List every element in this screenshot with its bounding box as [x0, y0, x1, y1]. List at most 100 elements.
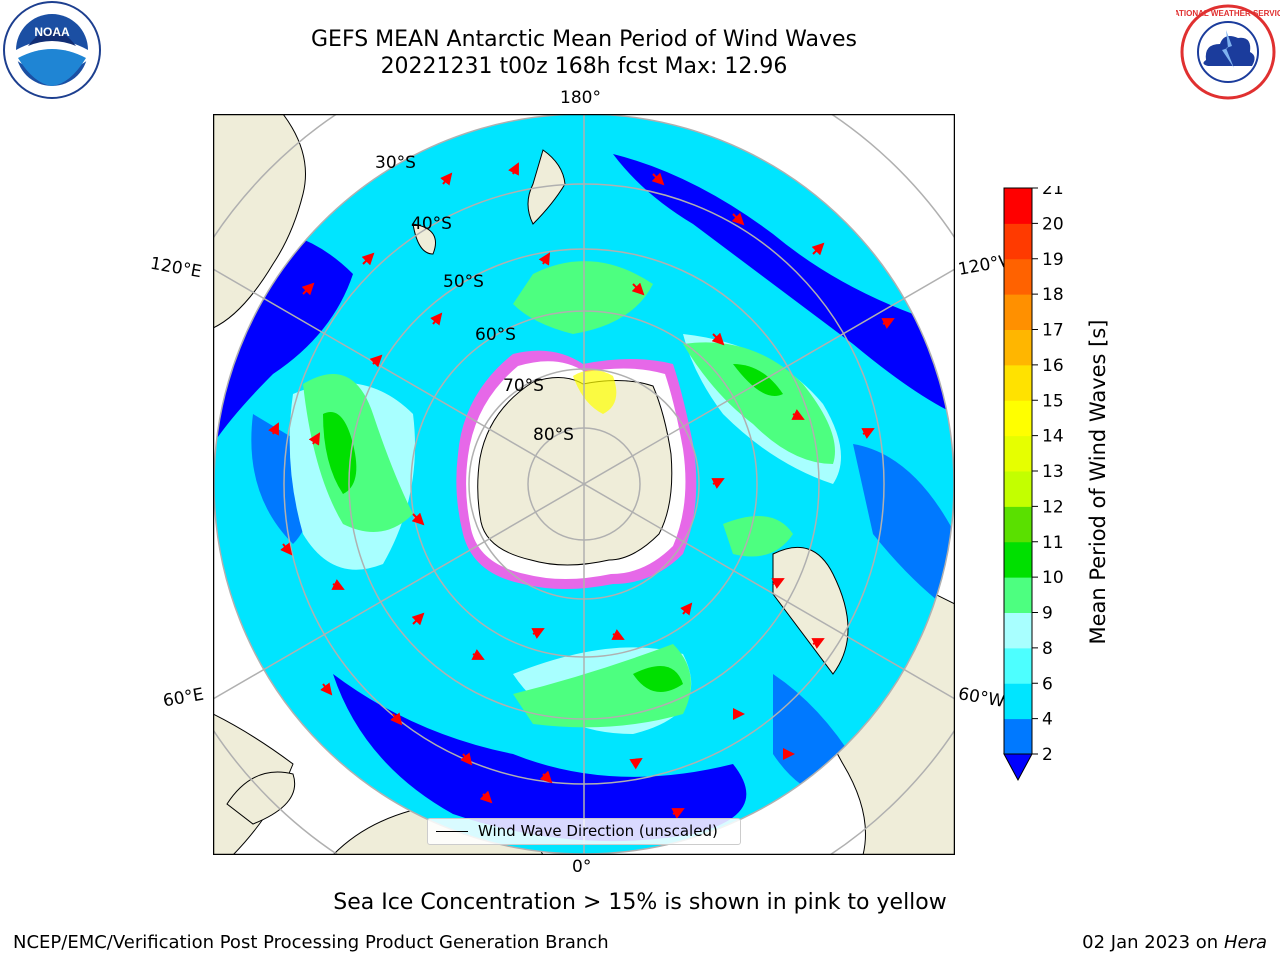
lat-label-60s: 60°S — [475, 325, 516, 345]
noaa-logo-icon: NOAA — [3, 1, 101, 99]
arrow — [811, 638, 825, 649]
arrow — [430, 312, 443, 326]
noaa-logo-text: NOAA — [34, 25, 70, 39]
arrow — [651, 172, 665, 186]
colorbar-swatch — [1004, 647, 1032, 684]
colorbar-swatch — [1004, 471, 1032, 507]
arrow — [771, 578, 785, 589]
colorbar-tick-label: 19 — [1042, 250, 1064, 270]
lat-label-40s: 40°S — [411, 214, 452, 234]
arrow — [538, 252, 551, 266]
colorbar-swatch — [1004, 577, 1032, 613]
colorbar-swatch — [1004, 683, 1032, 720]
chart-title: GEFS MEAN Antarctic Mean Period of Wind … — [311, 27, 857, 52]
nws-logo-icon: NATIONAL WEATHER SERVICE — [1176, 4, 1280, 100]
nws-logo-text: NATIONAL WEATHER SERVICE — [1176, 9, 1280, 18]
colorbar-tick-label: 21 — [1042, 186, 1064, 199]
colorbar-tick-label: 20 — [1042, 214, 1064, 234]
colorbar-swatch — [1004, 541, 1032, 578]
arrow — [308, 432, 321, 446]
arrow — [631, 282, 645, 296]
footer-date: 02 Jan 2023 on Hera — [1082, 932, 1267, 953]
colorbar-swatch — [1004, 364, 1032, 401]
colorbar-swatch — [1004, 258, 1032, 295]
lon-label-120e: 120°E — [148, 253, 204, 283]
colorbar-swatches — [1004, 188, 1032, 755]
arrow — [411, 612, 425, 626]
colorbar-tick-label: 16 — [1042, 356, 1064, 376]
colorbar-tick-label: 17 — [1042, 321, 1064, 341]
lon-label-60e: 60°E — [161, 684, 206, 712]
colorbar-ticks: 2 4 6 8 9 10 11 12 13 14 15 16 17 18 19 20 21 — [1032, 186, 1064, 765]
arrow — [390, 712, 403, 726]
arrow — [471, 649, 485, 660]
arrow — [881, 318, 895, 329]
wind-wave-arrows — [268, 162, 895, 819]
chart-subtitle: 20221231 t00z 168h fcst Max: 12.96 — [380, 54, 788, 79]
arrow — [531, 628, 545, 639]
footer-date-text: 02 Jan 2023 on — [1082, 932, 1224, 953]
arrow — [369, 354, 383, 368]
colorbar-swatch — [1004, 329, 1032, 366]
colorbar-tick-label: 8 — [1042, 639, 1053, 659]
arrow — [811, 242, 825, 256]
colorbar-tick-label: 18 — [1042, 285, 1064, 305]
colorbar-tick-label: 15 — [1042, 391, 1064, 411]
colorbar-swatch — [1004, 400, 1032, 437]
colorbar-label: Mean Period of Wind Waves [s] — [1086, 319, 1110, 645]
map-border — [212, 113, 956, 856]
colorbar-swatch — [1004, 506, 1032, 543]
lon-label-0: 0° — [572, 857, 592, 877]
colorbar-tick-label: 14 — [1042, 427, 1064, 447]
footer-host: Hera — [1223, 932, 1267, 953]
arrow — [280, 542, 293, 556]
colorbar-tick-label: 10 — [1042, 568, 1064, 588]
colorbar-tick-label: 6 — [1042, 674, 1053, 694]
colorbar-tick-label: 9 — [1042, 604, 1053, 624]
arrow — [331, 579, 345, 590]
arrow — [671, 808, 685, 819]
arrow — [791, 409, 805, 420]
lon-label-180: 180° — [560, 88, 601, 108]
arrow — [611, 629, 625, 640]
lat-label-80s: 80°S — [533, 425, 574, 445]
colorbar-under-triangle — [1003, 753, 1033, 782]
arrow — [539, 770, 553, 784]
arrow — [411, 512, 425, 526]
map-legend: Wind Wave Direction (unscaled) — [427, 818, 741, 845]
legend-line-icon — [436, 831, 468, 832]
colorbar-tick-label: 2 — [1042, 745, 1053, 765]
arrow — [268, 422, 279, 436]
sea-ice-note: Sea Ice Concentration > 15% is shown in … — [333, 890, 947, 915]
arrow — [460, 752, 473, 766]
arrow — [629, 757, 643, 770]
legend-label: Wind Wave Direction (unscaled) — [478, 822, 718, 840]
arrow — [479, 790, 493, 804]
lat-label-30s: 30°S — [375, 153, 416, 173]
colorbar-tick-label: 13 — [1042, 462, 1064, 482]
arrow — [440, 172, 453, 186]
colorbar-tick-label: 12 — [1042, 497, 1064, 517]
colorbar-swatch — [1004, 718, 1032, 755]
arrow — [861, 428, 875, 439]
latitude-labels: 30°S 40°S 50°S 60°S 70°S 80°S — [375, 153, 574, 445]
arrow — [711, 332, 725, 346]
colorbar-swatch — [1004, 294, 1032, 330]
footer-credit: NCEP/EMC/Verification Post Processing Pr… — [13, 932, 609, 953]
arrow — [301, 282, 315, 296]
lat-label-50s: 50°S — [443, 272, 484, 292]
colorbar-swatch — [1004, 612, 1032, 649]
map-svg: 30°S 40°S 50°S 60°S 70°S 80°S — [212, 113, 956, 856]
colorbar-swatch — [1004, 223, 1032, 260]
arrow — [680, 602, 693, 616]
lon-label-60w: 60°W — [956, 684, 1007, 712]
arrow — [361, 252, 375, 266]
polar-map: 30°S 40°S 50°S 60°S 70°S 80°S — [212, 113, 956, 856]
arrow — [508, 162, 519, 176]
colorbar-tick-label: 4 — [1042, 710, 1053, 730]
lat-label-70s: 70°S — [503, 376, 544, 396]
colorbar-swatch — [1004, 435, 1032, 472]
colorbar: 2 4 6 8 9 10 11 12 13 14 15 16 17 18 19 20 21 — [1003, 186, 1064, 782]
arrow — [711, 478, 725, 489]
colorbar-tick-label: 11 — [1042, 533, 1064, 553]
